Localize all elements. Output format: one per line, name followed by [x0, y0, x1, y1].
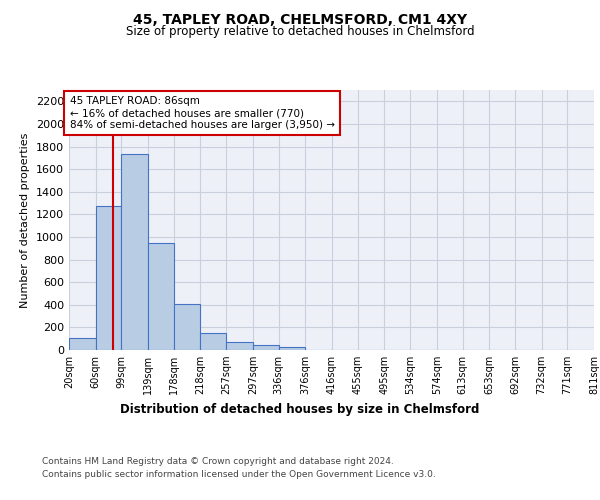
- Bar: [121, 154, 148, 350]
- Bar: [148, 242, 174, 350]
- Text: Distribution of detached houses by size in Chelmsford: Distribution of detached houses by size …: [121, 402, 479, 415]
- Bar: [174, 304, 200, 350]
- Bar: [95, 206, 121, 350]
- Text: 45 TAPLEY ROAD: 86sqm
← 16% of detached houses are smaller (770)
84% of semi-det: 45 TAPLEY ROAD: 86sqm ← 16% of detached …: [70, 96, 335, 130]
- Bar: [69, 338, 95, 350]
- Text: Size of property relative to detached houses in Chelmsford: Size of property relative to detached ho…: [125, 25, 475, 38]
- Bar: [200, 333, 226, 350]
- Text: 45, TAPLEY ROAD, CHELMSFORD, CM1 4XY: 45, TAPLEY ROAD, CHELMSFORD, CM1 4XY: [133, 12, 467, 26]
- Bar: [226, 342, 253, 350]
- Bar: [253, 346, 279, 350]
- Text: Contains HM Land Registry data © Crown copyright and database right 2024.: Contains HM Land Registry data © Crown c…: [42, 458, 394, 466]
- Text: Contains public sector information licensed under the Open Government Licence v3: Contains public sector information licen…: [42, 470, 436, 479]
- Y-axis label: Number of detached properties: Number of detached properties: [20, 132, 31, 308]
- Bar: [279, 347, 305, 350]
